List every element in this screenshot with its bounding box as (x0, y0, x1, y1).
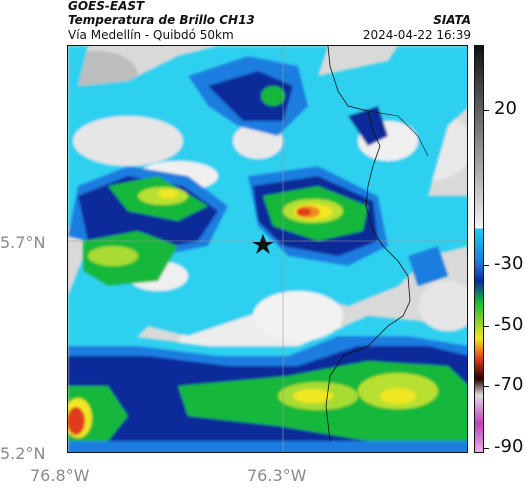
lat-tick-label: 5.2°N (0, 444, 46, 463)
colorbar-tick-mark (484, 110, 489, 111)
location-marker-icon (252, 234, 274, 254)
colorbar-tick-label: -90 (494, 436, 524, 457)
colorbar-tick-mark (484, 326, 489, 327)
colorbar-tick-label: -30 (494, 253, 524, 274)
department-border (325, 46, 411, 442)
map-subtitle: Vía Medellín - Quibdó 50km (68, 28, 234, 42)
lon-tick-label: 76.3°W (247, 466, 307, 485)
colorbar (474, 45, 484, 453)
colorbar-tick-mark (484, 386, 489, 387)
colorbar-tick-label: 20 (494, 98, 517, 119)
lat-tick-label: 5.7°N (0, 233, 46, 252)
colorbar-tick-label: -50 (494, 314, 524, 335)
product-name: GOES-EAST (68, 0, 145, 13)
timestamp: 2024-04-22 16:39 (362, 28, 471, 42)
colorbar-tick-mark (484, 448, 489, 449)
satellite-map[interactable] (67, 45, 468, 453)
brand-label: SIATA (433, 13, 471, 27)
map-title: Temperatura de Brillo CH13 (68, 13, 255, 27)
colorbar-tick-label: -70 (494, 374, 524, 395)
department-border (367, 110, 429, 157)
brightness-temperature-field (68, 46, 467, 452)
lon-tick-label: 76.8°W (30, 466, 90, 485)
colorbar-tick-mark (484, 265, 489, 266)
